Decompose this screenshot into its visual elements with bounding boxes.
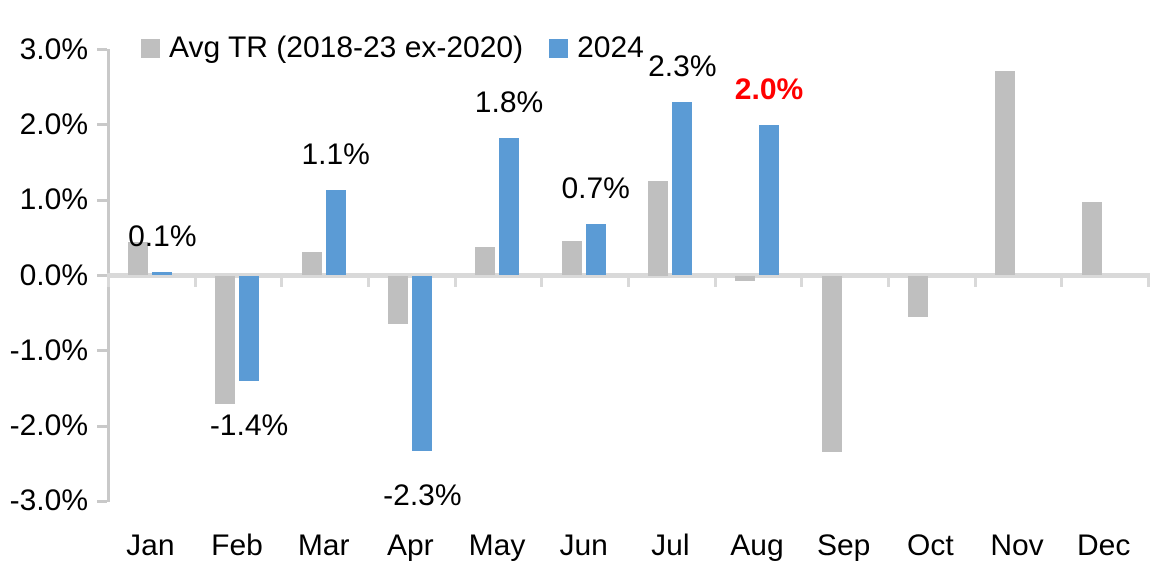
bar-avg-tr-may (475, 246, 495, 276)
bar-2024-jun (585, 223, 606, 276)
chart-legend: Avg TR (2018-23 ex-2020) 2024 (141, 33, 644, 63)
bar-avg-tr-oct (908, 275, 929, 317)
data-label-jul: 2.3% (648, 49, 717, 83)
x-axis-tick (627, 278, 630, 287)
x-axis-label-dec: Dec (1076, 529, 1131, 562)
x-axis-tick (453, 278, 457, 287)
x-axis-tick (713, 278, 717, 287)
y-axis-label: 2.0% (19, 107, 88, 141)
y-axis-label: 1.0% (19, 183, 88, 217)
x-axis-tick (540, 278, 544, 287)
x-axis-label-mar: Mar (297, 529, 350, 562)
bar-avg-tr-jul (648, 181, 669, 276)
legend-label-2024: 2024 (577, 31, 644, 64)
legend-swatch-2024 (549, 38, 569, 58)
bar-avg-tr-feb (215, 275, 235, 404)
data-label-jan: 0.1% (128, 219, 197, 253)
x-axis-label-aug: Aug (730, 529, 784, 562)
x-axis-tick (887, 278, 890, 287)
x-axis-zero-line (107, 273, 1150, 278)
bar-avg-tr-nov (995, 70, 1015, 276)
y-axis-label: -3.0% (9, 484, 88, 518)
y-axis-tick (97, 349, 107, 353)
x-axis-label-jul: Jul (651, 529, 690, 562)
data-label-may: 1.8% (474, 86, 544, 120)
data-label-aug: 2.0% (734, 72, 804, 106)
bar-avg-tr-dec (1081, 202, 1102, 276)
bar-avg-tr-jan (128, 241, 149, 276)
data-label-apr: -2.3% (383, 478, 462, 512)
bar-avg-tr-apr (388, 275, 409, 325)
y-axis-tick (97, 424, 107, 428)
bar-2024-apr (412, 275, 433, 451)
x-axis-label-jun: Jun (559, 529, 608, 562)
x-axis-tick (107, 278, 110, 287)
y-axis-tick (97, 123, 107, 127)
legend-entry-2024: 2024 (549, 33, 644, 63)
y-axis-tick (97, 48, 107, 52)
bar-2024-aug (759, 124, 779, 276)
x-axis-label-oct: Oct (906, 529, 954, 562)
bar-2024-jan (152, 271, 173, 276)
x-axis-label-jan: Jan (126, 529, 175, 562)
legend-swatch-avg-tr (141, 38, 160, 58)
x-axis-tick (800, 278, 804, 287)
y-axis-tick (97, 274, 107, 277)
bar-2024-may (499, 138, 519, 276)
x-axis-tick (1060, 278, 1064, 287)
bar-2024-jul (672, 101, 693, 276)
y-axis-tick (97, 198, 107, 202)
data-label-feb: -1.4% (209, 408, 289, 442)
bar-avg-tr-sep (821, 275, 842, 453)
y-axis-tick (97, 499, 107, 503)
bar-2024-mar (325, 190, 346, 276)
x-axis-tick (973, 278, 977, 287)
legend-label-avg-tr: Avg TR (2018-23 ex-2020) (169, 31, 524, 64)
x-axis-tick (280, 278, 284, 287)
x-axis-label-nov: Nov (990, 529, 1044, 562)
bar-avg-tr-jun (561, 240, 582, 276)
bar-avg-tr-aug (735, 275, 755, 281)
x-axis-label-apr: Apr (386, 529, 434, 562)
data-label-jun: 0.7% (561, 171, 630, 205)
y-axis-label: 0.0% (19, 258, 88, 292)
bar-avg-tr-mar (301, 252, 322, 276)
legend-entry-avg-tr: Avg TR (2018-23 ex-2020) (141, 33, 523, 63)
x-axis-label-feb: Feb (211, 529, 263, 562)
x-axis-tick (1147, 278, 1150, 287)
y-axis-label: -2.0% (9, 409, 88, 443)
x-axis-label-may: May (468, 529, 526, 562)
data-label-mar: 1.1% (301, 138, 370, 172)
x-axis-tick (193, 278, 197, 287)
y-axis-label: 3.0% (19, 32, 88, 66)
bar-2024-feb (239, 275, 259, 381)
x-axis-tick (367, 278, 370, 287)
x-axis-label-sep: Sep (816, 529, 871, 562)
y-axis-label: -1.0% (9, 333, 88, 367)
